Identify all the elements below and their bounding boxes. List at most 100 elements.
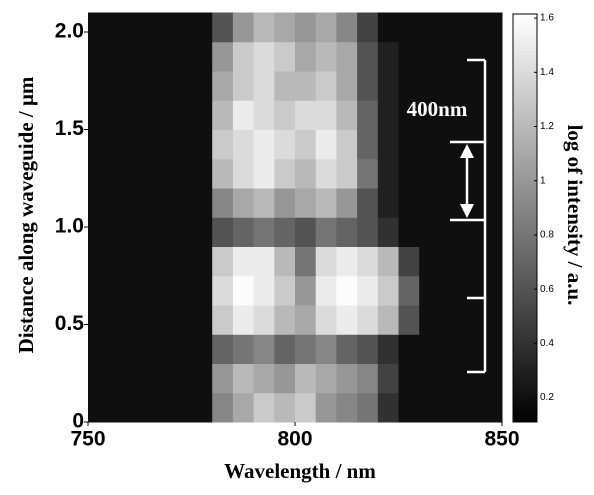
heat-cell	[170, 71, 192, 101]
colorbar-swatch	[513, 320, 537, 325]
heat-cell	[357, 305, 379, 335]
heat-cell	[357, 158, 379, 189]
heat-cell	[212, 188, 234, 218]
heat-cell	[253, 392, 275, 423]
heat-cell	[274, 305, 296, 335]
colorbar-swatch	[513, 230, 537, 235]
heat-cell	[439, 305, 462, 335]
heat-cell	[88, 246, 110, 277]
colorbar-swatch	[513, 50, 537, 56]
heat-cell	[88, 392, 110, 423]
heat-cell	[377, 363, 399, 394]
heat-cell	[129, 363, 151, 394]
heat-cell	[377, 41, 399, 72]
heat-cell	[295, 41, 317, 72]
heat-cell	[398, 71, 420, 101]
colorbar-swatch	[513, 250, 537, 256]
heat-cell	[88, 100, 110, 130]
heat-cell	[460, 188, 482, 218]
heat-cell	[253, 12, 275, 43]
heat-cell	[336, 363, 358, 394]
heat-cell	[150, 246, 172, 277]
colorbar-swatch	[513, 54, 537, 60]
heat-cell	[315, 158, 337, 189]
colorbar: 0.2 0.4 0.6 0.8 1 1.2 1.4 1.6	[512, 13, 554, 423]
heat-cell	[377, 392, 399, 423]
heat-cell	[150, 129, 172, 160]
heat-cell	[212, 275, 234, 306]
heat-cell	[419, 217, 441, 247]
heat-cell	[191, 158, 213, 189]
colorbar-swatch	[513, 381, 537, 386]
colorbar-swatch	[513, 213, 537, 219]
y-tick-label: 0.5	[55, 312, 85, 335]
x-tick-label: 850	[484, 428, 519, 451]
heat-cell	[88, 275, 110, 306]
heat-cell	[274, 158, 296, 189]
scale-bar	[450, 58, 487, 374]
heat-cell	[170, 217, 192, 247]
heat-cell	[336, 392, 358, 423]
heat-cell	[253, 334, 275, 364]
colorbar-swatch	[513, 197, 537, 203]
colorbar-swatch	[513, 279, 537, 284]
heat-cell	[232, 188, 255, 218]
heat-cell	[170, 188, 192, 218]
colorbar-swatch	[513, 303, 537, 309]
heat-cell	[419, 363, 441, 394]
heat-cell	[398, 275, 420, 306]
heat-cell	[315, 71, 337, 101]
heat-cell	[336, 71, 358, 101]
heat-cell	[232, 334, 255, 364]
heat-cell	[191, 41, 213, 72]
heat-cell	[439, 363, 462, 394]
heat-cell	[460, 275, 482, 306]
heat-cell	[419, 41, 441, 72]
colorbar-swatch	[513, 91, 537, 97]
x-axis-label: Wavelength / nm	[224, 459, 376, 483]
heat-cell	[315, 100, 337, 130]
heat-cell	[191, 188, 213, 218]
heat-cell	[295, 363, 317, 394]
heat-cell	[232, 275, 255, 306]
colorbar-tick-label: 0.6	[540, 284, 554, 295]
colorbar-swatch	[513, 71, 537, 76]
heat-cell	[274, 363, 296, 394]
heat-cell	[232, 71, 255, 101]
colorbar-swatch	[513, 193, 537, 199]
colorbar-swatch	[513, 58, 537, 64]
heat-cell	[129, 12, 151, 43]
heat-cell	[191, 71, 213, 101]
heat-cell	[377, 71, 399, 101]
heat-cell	[460, 334, 482, 364]
heat-cell	[315, 275, 337, 306]
heat-cell	[439, 188, 462, 218]
colorbar-swatch	[513, 348, 537, 354]
colorbar-swatch	[513, 132, 537, 137]
heat-cell	[460, 392, 482, 423]
heat-cell	[439, 129, 462, 160]
heat-cell	[398, 129, 420, 160]
heat-cell	[315, 246, 337, 277]
heat-cell	[460, 158, 482, 189]
heat-cell	[336, 158, 358, 189]
colorbar-swatch	[513, 169, 537, 174]
colorbar-swatch	[513, 360, 537, 366]
heat-cell	[274, 100, 296, 130]
heat-cell	[150, 71, 172, 101]
heat-cell	[398, 158, 420, 189]
heat-cell	[377, 129, 399, 160]
heat-cell	[212, 334, 234, 364]
colorbar-swatch	[513, 75, 537, 80]
colorbar-tick-label: 1.6	[540, 13, 554, 24]
heat-cell	[460, 217, 482, 247]
heat-cell	[191, 217, 213, 247]
colorbar-swatch	[513, 111, 537, 117]
heat-cell	[377, 217, 399, 247]
heat-cell	[357, 188, 379, 218]
colorbar-swatch	[513, 42, 537, 48]
heat-cell	[129, 71, 151, 101]
heat-cell	[129, 158, 151, 189]
heat-cell	[481, 305, 503, 335]
colorbar-swatch	[513, 271, 537, 276]
